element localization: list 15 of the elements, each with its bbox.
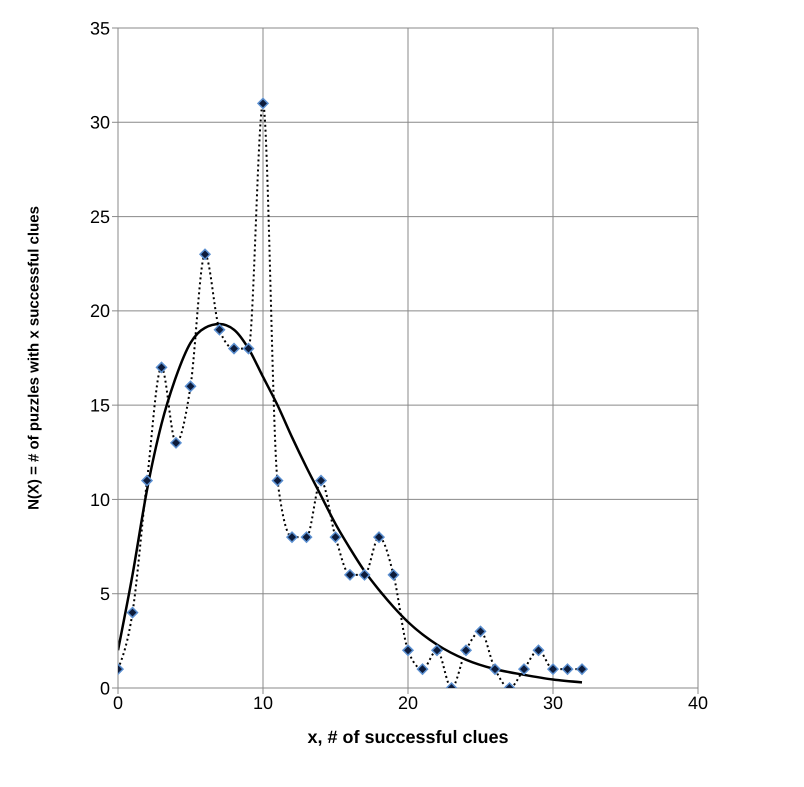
y-tick-label: 20	[90, 301, 110, 322]
x-tick-label: 20	[398, 692, 418, 713]
y-tick-label: 10	[90, 490, 110, 510]
y-tick-label: 30	[90, 112, 110, 133]
x-axis-title: x, # of successful clues	[307, 727, 509, 747]
y-tick-label: 15	[90, 396, 110, 416]
x-tick-label: 0	[112, 692, 124, 713]
y-tick-label: 0	[100, 678, 110, 698]
y-axis-title: N(X) = # of puzzles with x successful clues	[25, 206, 42, 510]
x-tick-label: 30	[542, 692, 564, 713]
y-tick-label: 5	[100, 584, 110, 604]
x-tick-label: 40	[688, 692, 708, 713]
x-tick-label: 10	[252, 692, 274, 713]
y-tick-label: 25	[90, 206, 110, 227]
y-tick-label: 35	[90, 18, 110, 38]
